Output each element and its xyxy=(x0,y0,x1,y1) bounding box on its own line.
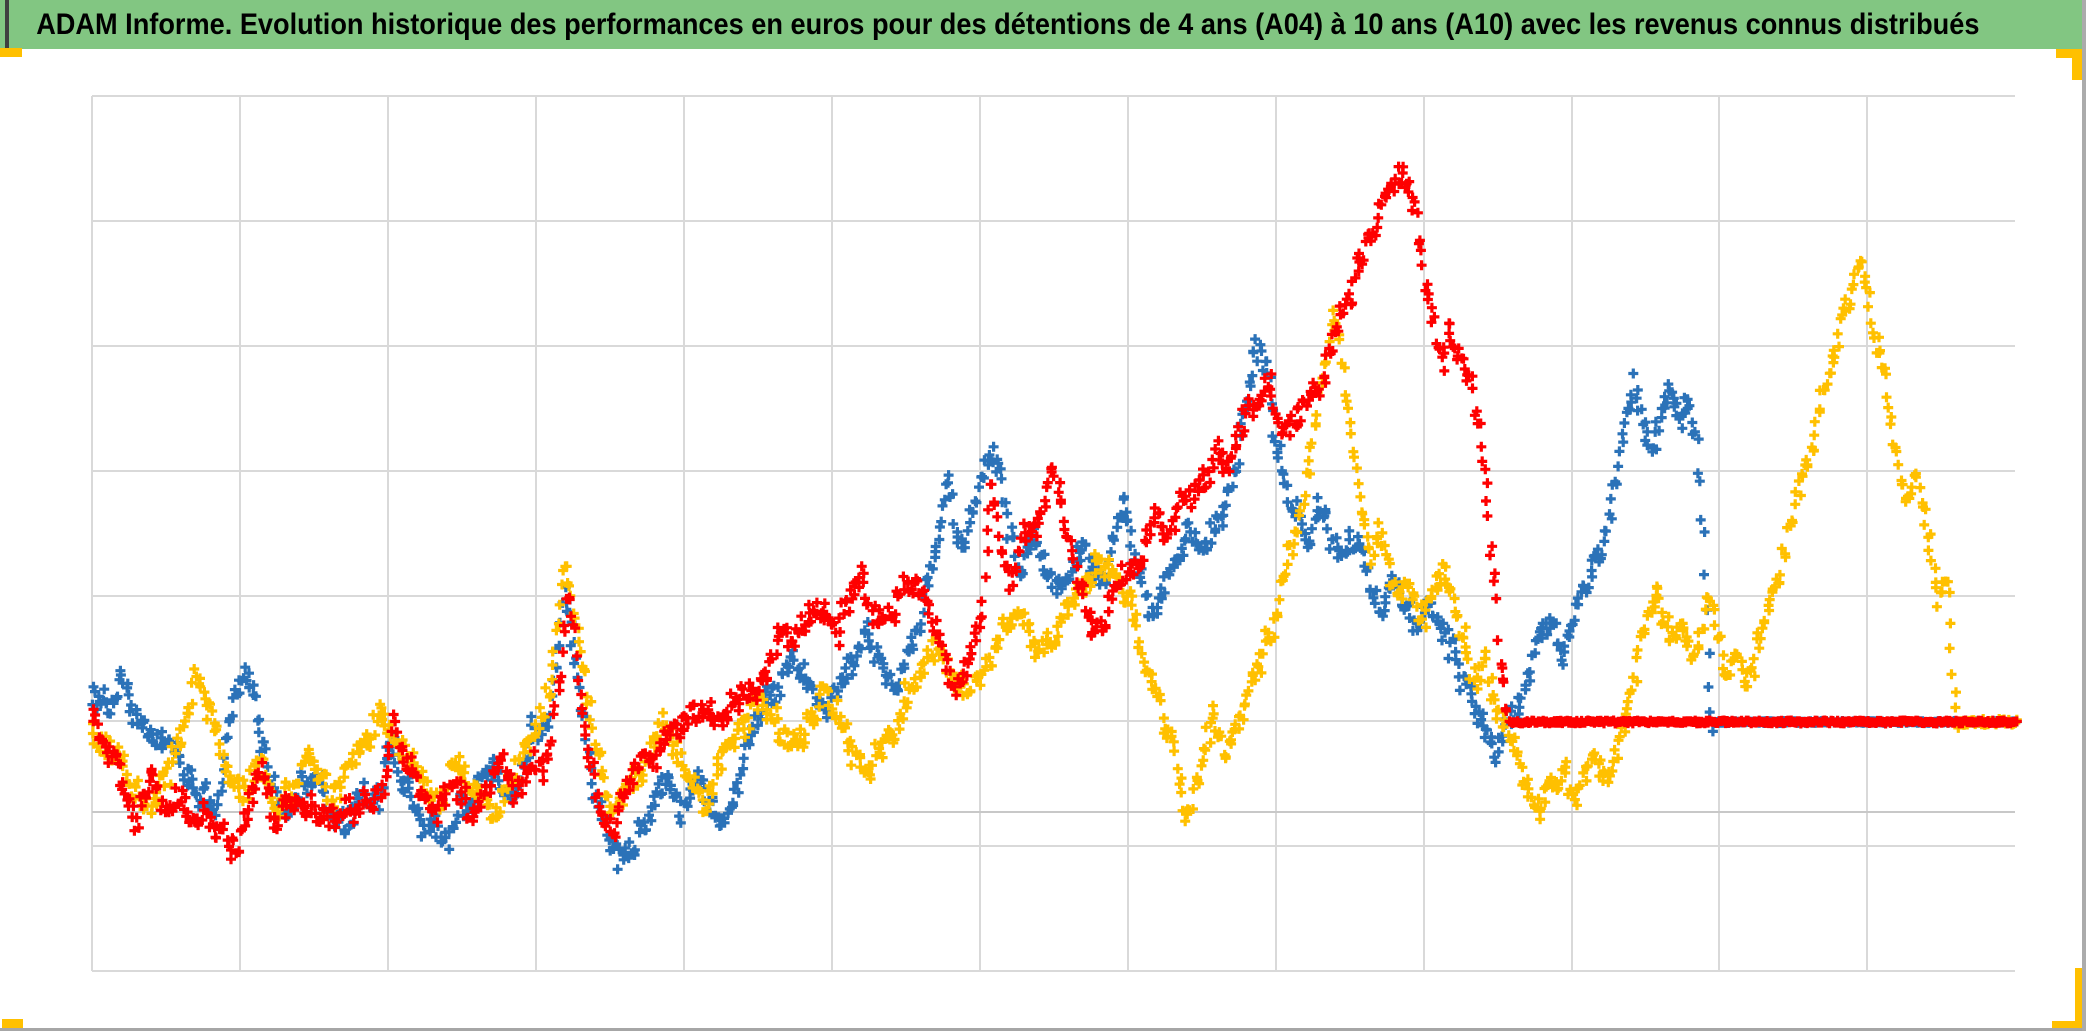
red-series xyxy=(88,161,2022,865)
handle-bottom-left-dash xyxy=(2,1019,23,1029)
handle-bottom-right-foot xyxy=(2052,1021,2084,1031)
right-divider xyxy=(2082,0,2086,1031)
handle-top-left-dash xyxy=(0,48,22,57)
handle-top-right-h xyxy=(2056,49,2082,58)
chart-title: ADAM Informe. Evolution historique des p… xyxy=(36,7,1980,41)
chart-title-bar: ADAM Informe. Evolution historique des p… xyxy=(0,0,2082,49)
bottom-divider xyxy=(0,1028,2086,1031)
gold-series xyxy=(87,255,2022,827)
handle-bottom-right-v xyxy=(2075,968,2084,1031)
title-left-accent-mark xyxy=(5,0,9,49)
handle-top-right-v xyxy=(2072,49,2082,80)
